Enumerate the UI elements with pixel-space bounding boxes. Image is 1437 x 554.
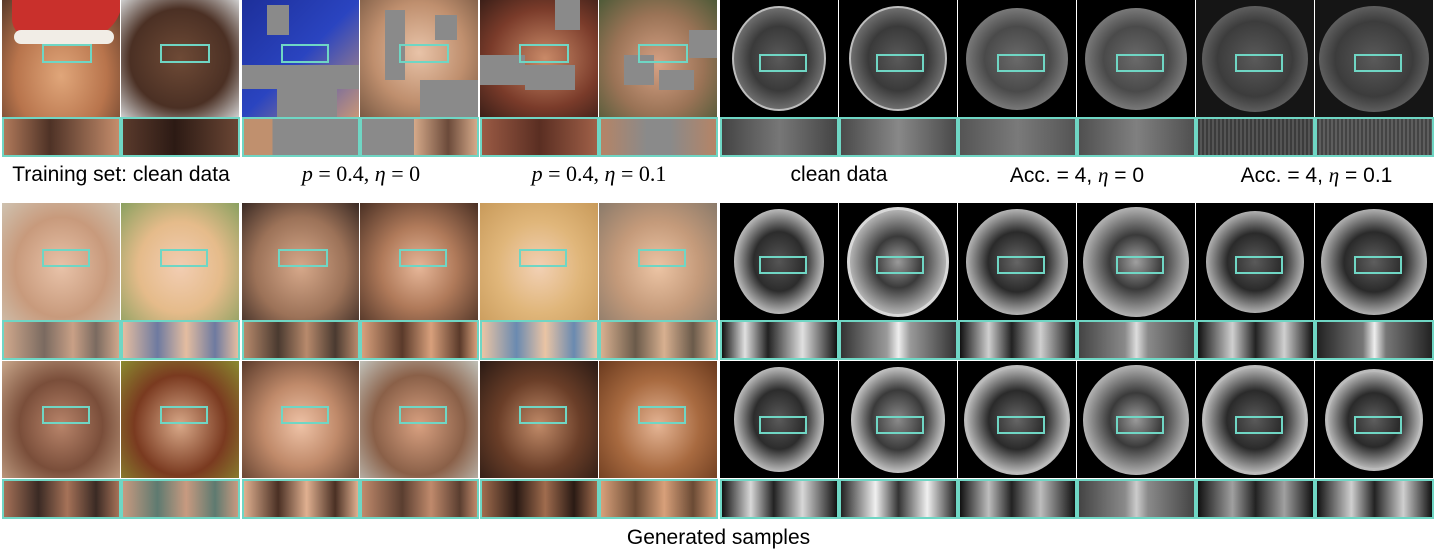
roi-box: [997, 416, 1045, 434]
roi-box: [876, 54, 924, 72]
zoom-crop: [480, 117, 599, 157]
caption-training-set: Training set: clean data: [0, 163, 242, 187]
roi-box: [1116, 256, 1164, 274]
zoom-crop: [121, 117, 240, 157]
roi-box: [1116, 54, 1164, 72]
roi-box: [519, 44, 569, 63]
zoom-crop: [121, 320, 240, 360]
zoom-crop: [2, 479, 121, 519]
zoom-crop: [121, 479, 240, 519]
zoom-crop: [839, 479, 958, 519]
zoom-crop: [1315, 320, 1434, 360]
roi-box: [1116, 416, 1164, 434]
zoom-crop: [1077, 479, 1196, 519]
zoom-crop: [839, 320, 958, 360]
zoom-crop: [958, 117, 1077, 157]
roi-box: [160, 44, 210, 63]
roi-box: [876, 256, 924, 274]
zoom-crop: [599, 117, 718, 157]
roi-box: [42, 406, 90, 424]
zoom-crop: [360, 117, 479, 157]
zoom-crop: [1315, 117, 1434, 157]
roi-box: [638, 44, 688, 63]
zoom-crop: [720, 479, 839, 519]
zoom-crop: [1077, 117, 1196, 157]
caption-mask-with-noise: p = 0.4, η = 0.1: [480, 162, 718, 186]
roi-box: [399, 406, 447, 424]
zoom-crop: [1196, 320, 1315, 360]
zoom-crop: [720, 117, 839, 157]
zoom-crop: [2, 320, 121, 360]
roi-box: [281, 406, 329, 424]
roi-box: [759, 416, 807, 434]
roi-box: [160, 249, 208, 267]
zoom-crop: [1196, 117, 1315, 157]
zoom-crop: [1196, 479, 1315, 519]
roi-box: [42, 44, 92, 63]
zoom-crop: [360, 320, 479, 360]
zoom-crop: [720, 320, 839, 360]
roi-box: [519, 249, 567, 267]
roi-box: [1354, 256, 1402, 274]
zoom-crop: [360, 479, 479, 519]
zoom-crop: [599, 320, 718, 360]
caption-generated-samples: Generated samples: [0, 526, 1437, 550]
roi-box: [997, 256, 1045, 274]
caption-mri-clean: clean data: [720, 163, 958, 187]
caption-mri-acc-no-noise: Acc. = 4, η = 0: [958, 163, 1196, 188]
caption-mri-acc-with-noise: Acc. = 4, η = 0.1: [1196, 163, 1437, 188]
zoom-crop: [242, 320, 360, 360]
roi-box: [399, 44, 449, 63]
roi-box: [519, 406, 567, 424]
roi-box: [876, 416, 924, 434]
roi-box: [42, 249, 90, 267]
roi-box: [1235, 416, 1283, 434]
roi-box: [759, 256, 807, 274]
zoom-crop: [599, 479, 718, 519]
zoom-crop: [480, 320, 599, 360]
roi-box: [638, 249, 686, 267]
roi-box: [759, 54, 807, 72]
zoom-crop: [2, 117, 121, 157]
roi-box: [399, 249, 447, 267]
zoom-crop: [958, 320, 1077, 360]
roi-box: [278, 249, 328, 267]
roi-box: [997, 54, 1045, 72]
roi-box: [1354, 416, 1402, 434]
roi-box: [160, 406, 208, 424]
zoom-crop: [958, 479, 1077, 519]
zoom-crop: [1077, 320, 1196, 360]
roi-box: [638, 406, 686, 424]
roi-box: [1235, 54, 1283, 72]
roi-box: [1235, 256, 1283, 274]
zoom-crop: [839, 117, 958, 157]
zoom-crop: [480, 479, 599, 519]
zoom-crop: [1315, 479, 1434, 519]
roi-box: [1354, 54, 1402, 72]
zoom-crop: [242, 117, 360, 157]
roi-box: [281, 44, 329, 63]
caption-mask-no-noise: p = 0.4, η = 0: [242, 162, 480, 186]
zoom-crop: [242, 479, 360, 519]
